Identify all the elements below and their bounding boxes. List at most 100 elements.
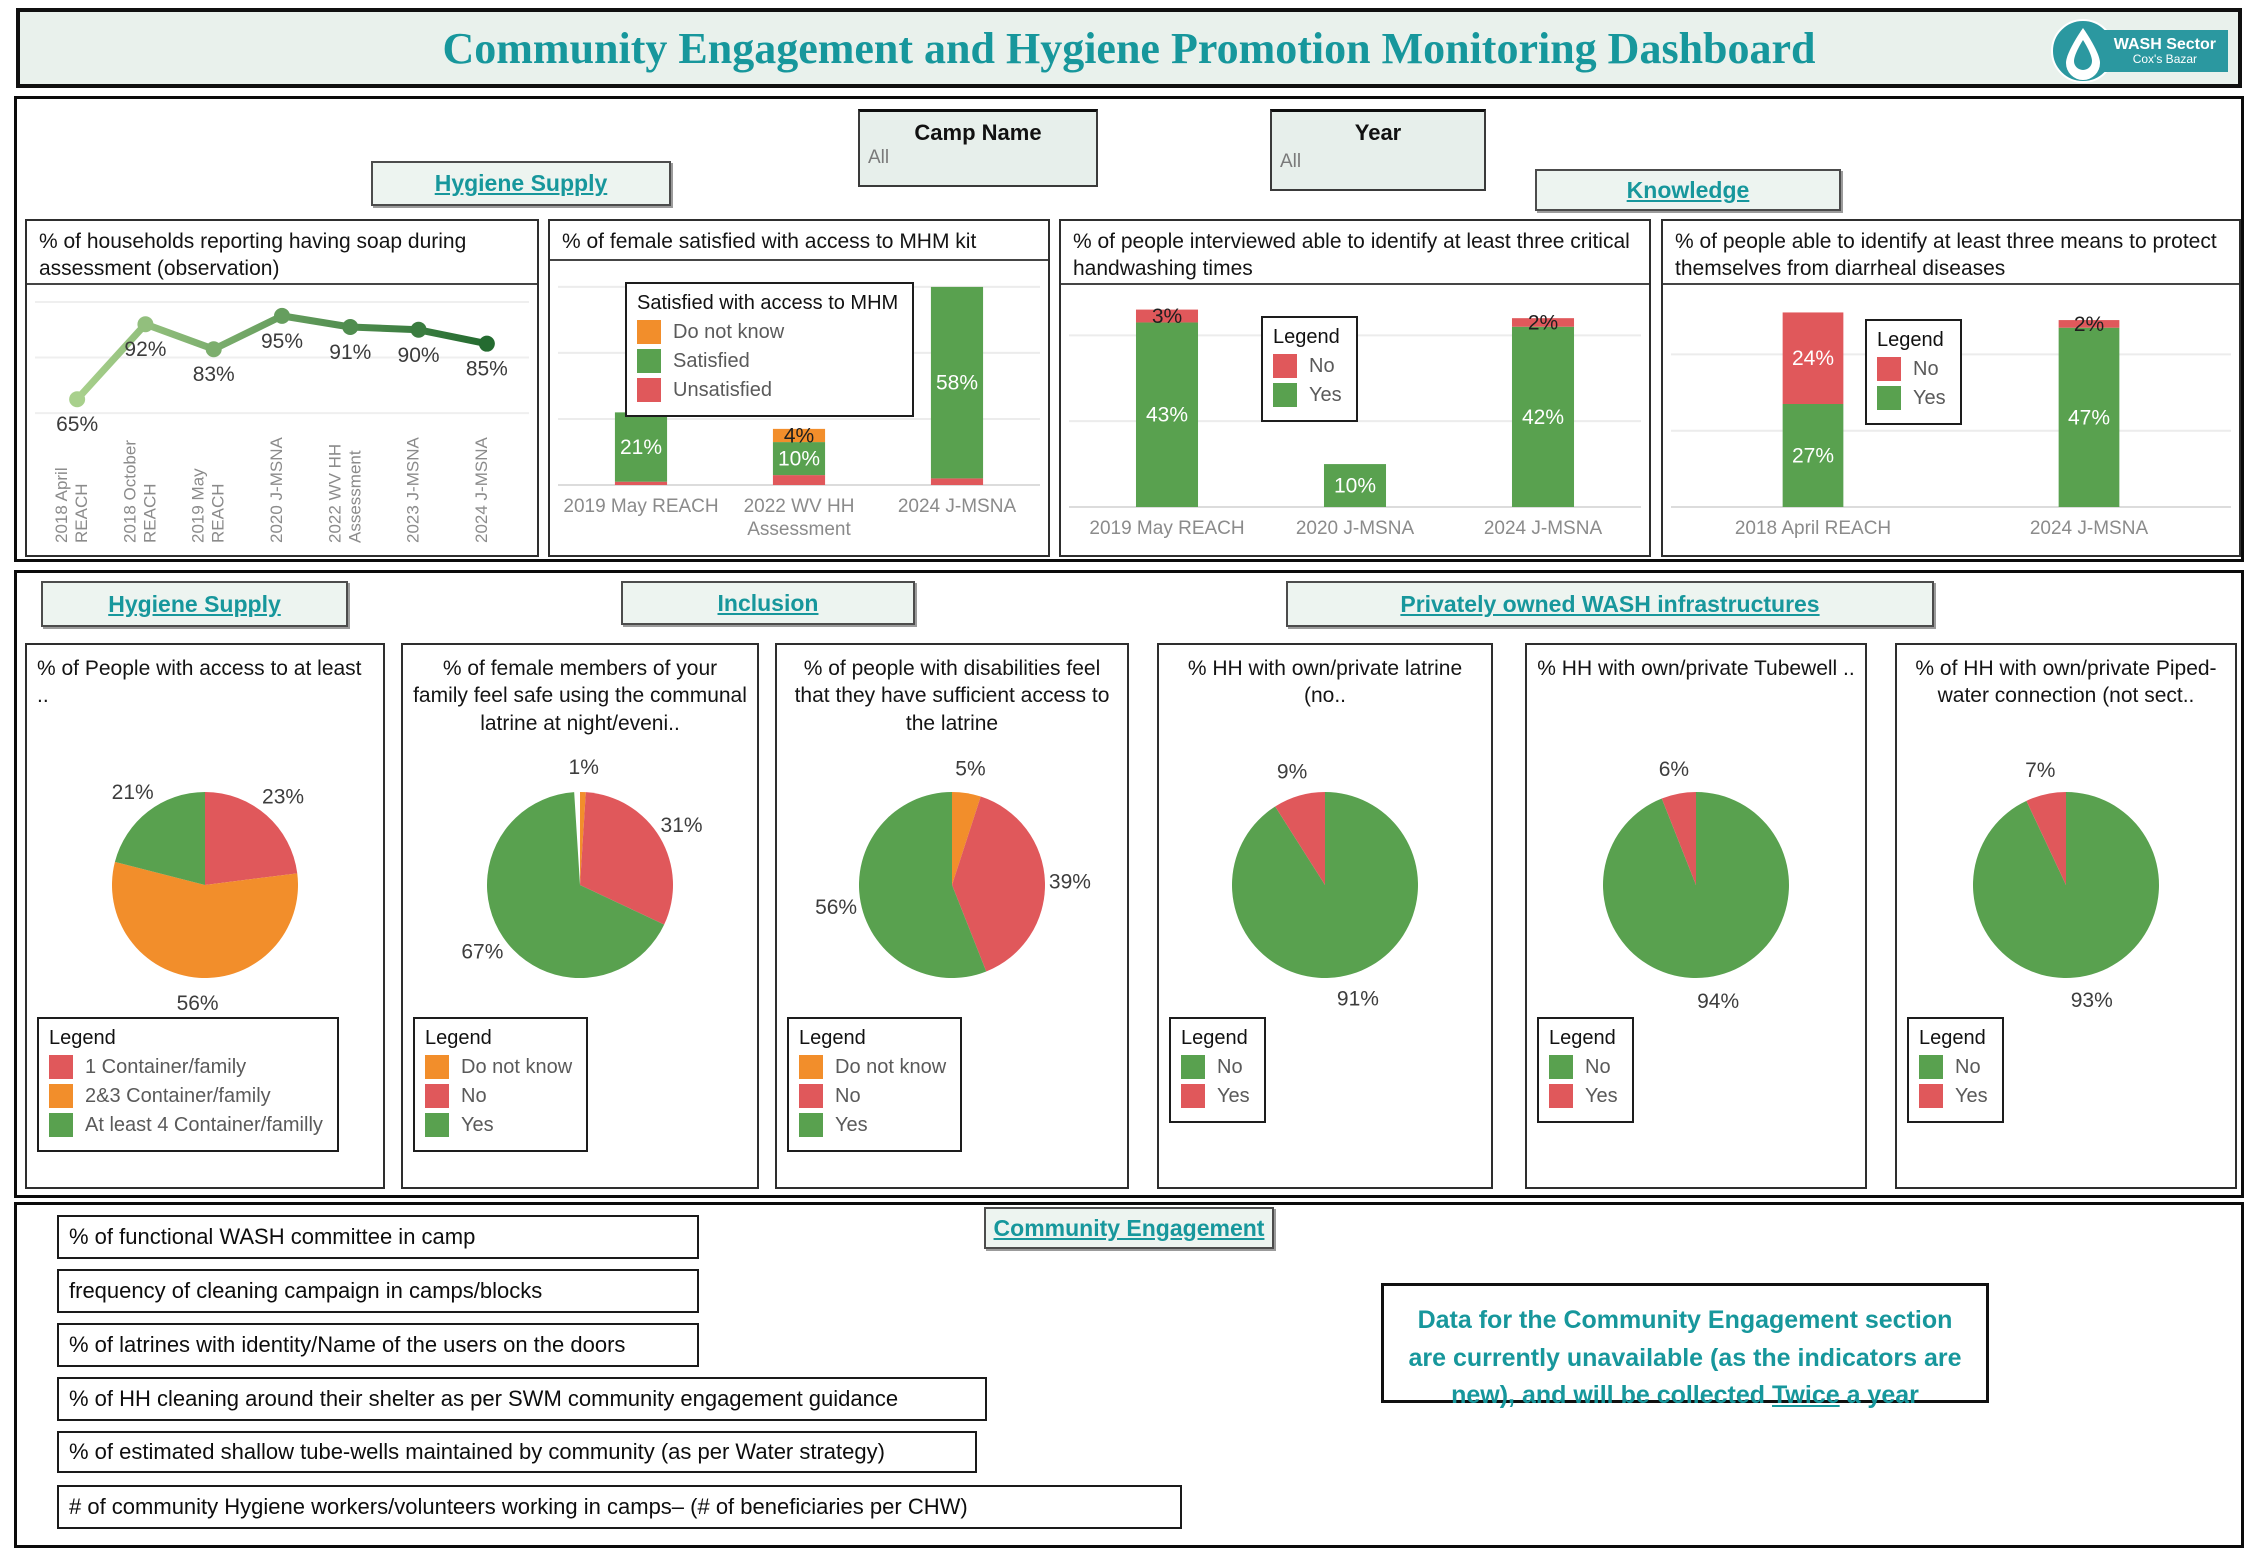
pie-slice-do-not-know[interactable]	[580, 792, 586, 885]
pie-slice-1-container-family[interactable]	[205, 792, 298, 885]
bar-segment-unsatisfied[interactable]	[930, 478, 984, 485]
legend-label: No	[1955, 1055, 1981, 1078]
legend-item: No	[1549, 1055, 1618, 1079]
legend-label: Yes	[1585, 1084, 1618, 1107]
legend-swatch-icon	[1181, 1055, 1205, 1079]
bar-segment-unsatisfied[interactable]	[772, 475, 826, 485]
pie-slice-do-not-know[interactable]	[952, 792, 981, 885]
pie-slice-yes[interactable]	[1275, 792, 1325, 885]
legend-label: At least 4 Container/familly	[85, 1113, 323, 1136]
bar-segment-do-not-know[interactable]	[772, 428, 826, 443]
line-point[interactable]	[137, 316, 154, 333]
pie-slice-at-least-4-container-familly[interactable]	[114, 792, 205, 885]
legend-title: Legend	[1919, 1027, 1986, 1049]
line-point[interactable]	[410, 321, 427, 338]
legend-swatch-icon	[425, 1113, 449, 1137]
nav-hygiene-supply-top[interactable]: Hygiene Supply	[371, 161, 671, 206]
pie-slice-2-3-container-family[interactable]	[111, 861, 298, 978]
chart-title: % HH with own/private latrine (no..	[1187, 657, 1463, 708]
value-label: 3%	[1152, 305, 1182, 328]
handwashing-times-svg: 43% 3% 2019 May REACH 10% 2020 J-MSNA 42% 2% 20…	[1069, 305, 1641, 539]
indicator-hh-cleaning: % of HH cleaning around their shelter as…	[57, 1377, 987, 1421]
camp-name-filter[interactable]: Camp Name All	[858, 109, 1098, 187]
bar-segment-yes[interactable]	[1135, 322, 1199, 507]
legend-item: No	[1181, 1055, 1250, 1079]
x-axis-label: 2020 J-MSNA	[267, 437, 286, 543]
bar-segment-satisfied[interactable]	[772, 442, 826, 476]
bar-segment-yes[interactable]	[2058, 327, 2120, 507]
value-label: 95%	[261, 330, 303, 353]
value-label: 24%	[1792, 347, 1834, 370]
legend-swatch-icon	[1181, 1084, 1205, 1108]
bar-segment-yes[interactable]	[1782, 404, 1844, 507]
indicator-tubewell-maintenance: % of estimated shallow tube-wells mainta…	[57, 1431, 977, 1473]
chart-title: % of female satisfied with access to MHM…	[550, 221, 1048, 261]
pie-panel-containers: % of People with access to at least .. 2…	[25, 643, 385, 1189]
legend-title: Satisfied with access to MHM	[637, 292, 899, 314]
line-point[interactable]	[205, 341, 222, 358]
nav-knowledge[interactable]: Knowledge	[1535, 169, 1841, 211]
legend-label: Yes	[1217, 1084, 1250, 1107]
bar-segment-unsatisfied[interactable]	[614, 481, 668, 485]
legend-swatch-icon	[1877, 357, 1901, 381]
line-point[interactable]	[478, 335, 495, 352]
pie-panel-piped-water: % of HH with own/private Piped-water con…	[1895, 643, 2237, 1189]
legend-label: Yes	[1955, 1084, 1988, 1107]
value-label: 43%	[1146, 404, 1188, 427]
camp-name-filter-value[interactable]: All	[868, 147, 890, 168]
value-label: 31%	[661, 814, 703, 837]
disability-latrine-access-svg: 5% 39% 56%	[815, 757, 1091, 978]
bar-segment-no[interactable]	[1782, 312, 1844, 404]
bar-segment-satisfied[interactable]	[930, 286, 984, 479]
nav-inclusion[interactable]: Inclusion	[621, 581, 915, 625]
legend-swatch-icon	[799, 1113, 823, 1137]
pie-slice-yes[interactable]	[487, 792, 665, 978]
legend-item: Yes	[425, 1113, 572, 1137]
pie-slice-no[interactable]	[580, 792, 673, 925]
piped-water-legend: Legend No Yes	[1907, 1017, 2004, 1123]
chart-panel-handwashing: % of people interviewed able to identify…	[1059, 219, 1651, 557]
nav-community-engagement[interactable]: Community Engagement	[984, 1207, 1274, 1249]
value-label: 67%	[461, 940, 503, 963]
line-point[interactable]	[342, 319, 359, 335]
legend-swatch-icon	[1273, 354, 1297, 378]
bar-segment-no[interactable]	[1135, 309, 1199, 323]
line-point[interactable]	[69, 391, 86, 408]
bar-segment-no[interactable]	[1511, 318, 1575, 327]
x-axis-label: 2018 October	[120, 440, 139, 543]
pie-slice-yes[interactable]	[859, 792, 987, 978]
legend-item: No	[1877, 357, 1946, 381]
line-point[interactable]	[274, 307, 290, 324]
year-filter-value[interactable]: All	[1280, 151, 1302, 172]
legend-swatch-icon	[1919, 1055, 1943, 1079]
value-label: 42%	[1522, 406, 1564, 429]
soap-line-svg: 65%92%83%95% 91% 90%85%2018 April REACH 2018…	[35, 301, 529, 543]
legend-swatch-icon	[1919, 1084, 1943, 1108]
bar-segment-no[interactable]	[2058, 320, 2120, 328]
x-axis-label: 2020 J-MSNA	[1296, 518, 1415, 539]
value-label: 56%	[815, 896, 857, 919]
value-label: 56%	[177, 992, 219, 1015]
nav-private-wash[interactable]: Privately owned WASH infrastructures	[1286, 581, 1934, 627]
value-label: 27%	[1792, 445, 1834, 468]
value-label: 92%	[124, 338, 166, 361]
legend-label: No	[1585, 1055, 1611, 1078]
water-containers-svg: 23% 56% 21%	[111, 781, 304, 1015]
pie-slice-yes[interactable]	[2026, 792, 2066, 885]
value-label: 6%	[1659, 758, 1689, 781]
bar-segment-yes[interactable]	[1511, 326, 1575, 507]
legend-swatch-icon	[1877, 386, 1901, 410]
bar-segment-satisfied[interactable]	[614, 412, 668, 482]
chart-title: % of households reporting having soap du…	[27, 221, 537, 285]
pie-slice-no[interactable]	[952, 796, 1045, 972]
nav-hygiene-supply-mid[interactable]: Hygiene Supply	[41, 581, 348, 627]
legend-label: Do not know	[835, 1055, 947, 1078]
value-label: 90%	[398, 344, 440, 367]
value-label: 65%	[56, 413, 98, 436]
year-filter[interactable]: Year All	[1270, 109, 1486, 191]
x-axis-label: 2022 WV HH	[744, 496, 855, 517]
bar-segment-yes[interactable]	[1323, 464, 1387, 507]
latrine-pie-chart: 91% 9%	[1159, 735, 1491, 1065]
piped-water-pie-chart: 93% 7%	[1897, 735, 2235, 1065]
pie-slice-yes[interactable]	[1661, 792, 1696, 885]
